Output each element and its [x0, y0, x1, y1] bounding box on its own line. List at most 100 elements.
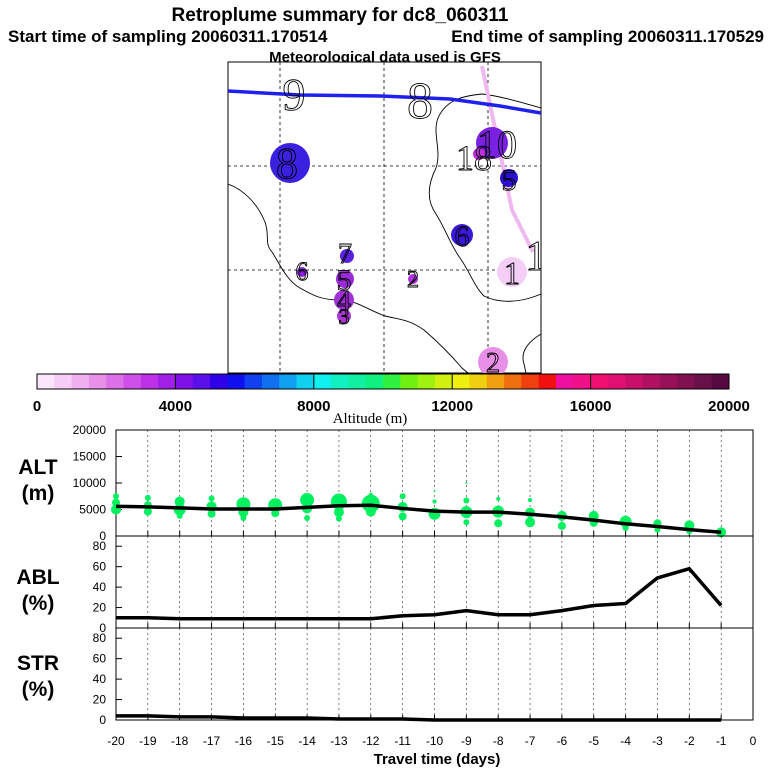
x-tick-label: -18	[171, 734, 189, 748]
alt-panel-label: ALT	[18, 456, 57, 479]
x-axis-ticks: -20 -19 -18 -17 -16 -15 -14 -13 -12 -11 -10 -9 -8 -7-…	[107, 734, 756, 748]
start-time-label: Start time of sampling 20060311.170514	[8, 27, 328, 46]
alt-plume-dot	[496, 496, 501, 501]
x-tick-label: -12	[362, 734, 380, 748]
panel-str: STR (%)	[17, 652, 59, 701]
colorbar-tick-label: 4000	[159, 398, 192, 415]
abl-ytick-label: 40	[93, 580, 107, 594]
colorbar-swatch	[677, 374, 695, 389]
map-marker-label: 3	[339, 304, 350, 329]
alt-ytick-label: 0	[99, 529, 106, 543]
map-marker-dot	[408, 274, 418, 284]
str-ytick-label: 0	[99, 713, 106, 727]
x-tick-label: -14	[298, 734, 316, 748]
alt-plume-dot	[528, 497, 533, 502]
map-marker-label: 18	[456, 138, 492, 178]
colorbar-swatch	[244, 374, 263, 389]
colorbar-swatch	[158, 374, 176, 389]
colorbar-swatch	[538, 374, 557, 389]
str-ytick-label: 40	[93, 672, 107, 686]
alt-panel-units: (m)	[22, 482, 55, 505]
colorbar-swatch	[313, 374, 332, 389]
x-tick-label: -7	[525, 734, 536, 748]
alt-plume-dot	[333, 507, 344, 518]
alt-plume-dot	[240, 514, 247, 521]
alt-ytick-label: 20000	[73, 423, 107, 437]
x-tick-label: -6	[557, 734, 568, 748]
colorbar-swatch	[452, 374, 470, 389]
str-panel-label: STR	[17, 652, 59, 675]
alt-plume-dot	[463, 497, 470, 504]
colorbar-swatch	[192, 374, 211, 389]
colorbar-swatch	[642, 374, 661, 389]
colorbar-swatch	[469, 374, 488, 389]
x-tick-label: -2	[684, 734, 695, 748]
map-marker-dot	[497, 257, 527, 287]
x-tick-label: -8	[493, 734, 504, 748]
map-marker-dot	[451, 224, 473, 246]
abl-ytick-label: 60	[93, 560, 107, 574]
map-marker-label: 4	[337, 286, 351, 317]
abl-panel-label: ABL	[16, 566, 59, 589]
colorbar-tick-label: 0	[33, 398, 41, 415]
colorbar-swatch	[417, 374, 436, 389]
map-frame	[227, 61, 542, 374]
colorbar-swatch	[711, 374, 730, 389]
str-ytick-label: 80	[93, 631, 107, 645]
map-marker-dot	[297, 267, 307, 277]
alt-plume-dot	[398, 512, 407, 521]
str-ytick-label: 20	[93, 693, 107, 707]
map-marker-dot	[500, 169, 518, 187]
time-series-panels: ALT (m) ABL (%) STR (%)	[16, 456, 59, 701]
alt-plume-dot	[113, 493, 119, 500]
map-marker-label: 1	[526, 234, 547, 280]
alt-plume-dot	[465, 482, 468, 484]
x-tick-label: -19	[139, 734, 157, 748]
colorbar-swatch	[331, 374, 349, 389]
panel-abl: ABL (%)	[16, 566, 59, 615]
colorbar-swatch	[590, 374, 609, 389]
x-tick-label: -3	[652, 734, 663, 748]
map-marker-label: 2	[407, 267, 419, 293]
map-marker-label: 6	[455, 220, 470, 253]
abl-panel-units: (%)	[22, 592, 55, 615]
map-marker-label: 5	[337, 264, 352, 297]
trajectory-line	[228, 89, 541, 115]
map-gridlines	[228, 62, 541, 373]
map-marker-dot	[473, 148, 485, 160]
colorbar-swatch	[573, 374, 592, 389]
alt-mean-line	[115, 503, 722, 535]
secondary-track	[480, 65, 535, 253]
x-tick-label: -11	[394, 734, 411, 748]
map-marker-dot	[340, 249, 354, 263]
x-tick-label: -17	[203, 734, 221, 748]
map-marker-label: 7	[338, 239, 352, 270]
colorbar-tick-label: 20000	[708, 398, 750, 415]
alt-plume-dot	[304, 514, 311, 521]
altitude-colorbar	[36, 373, 730, 390]
map-marker-label: 8	[407, 73, 433, 130]
alt-ytick-label: 15000	[73, 450, 107, 464]
end-time-label: End time of sampling 20060311.170529	[451, 27, 764, 46]
colorbar-swatch	[607, 374, 626, 389]
colorbar-swatch	[123, 374, 142, 389]
alt-plume-dot	[208, 495, 215, 502]
alt-plume-dot	[176, 512, 183, 519]
colorbar-swatch	[227, 374, 246, 389]
trajectory-map: 9 8 10 18 8 5 6 7 6 5 2 4 3 1 1 2	[227, 61, 547, 374]
map-marker-dot	[336, 270, 354, 288]
alt-plume-dot	[335, 515, 342, 522]
alt-plume-dot	[622, 525, 629, 532]
colorbar-swatch	[261, 374, 280, 389]
alt-ytick-label: 10000	[73, 476, 107, 490]
map-marker-label: 8	[276, 139, 298, 188]
colorbar-ticks: 0 4000 8000 12000 16000 20000	[33, 374, 750, 415]
alt-ytick-label: 5000	[79, 503, 106, 517]
map-marker-label: 9	[283, 69, 306, 120]
x-tick-label: -16	[235, 734, 253, 748]
x-tick-label: -15	[267, 734, 285, 748]
panel-alt: ALT (m)	[18, 456, 57, 505]
coastlines	[228, 93, 541, 373]
str-ytick-label: 60	[93, 652, 107, 666]
